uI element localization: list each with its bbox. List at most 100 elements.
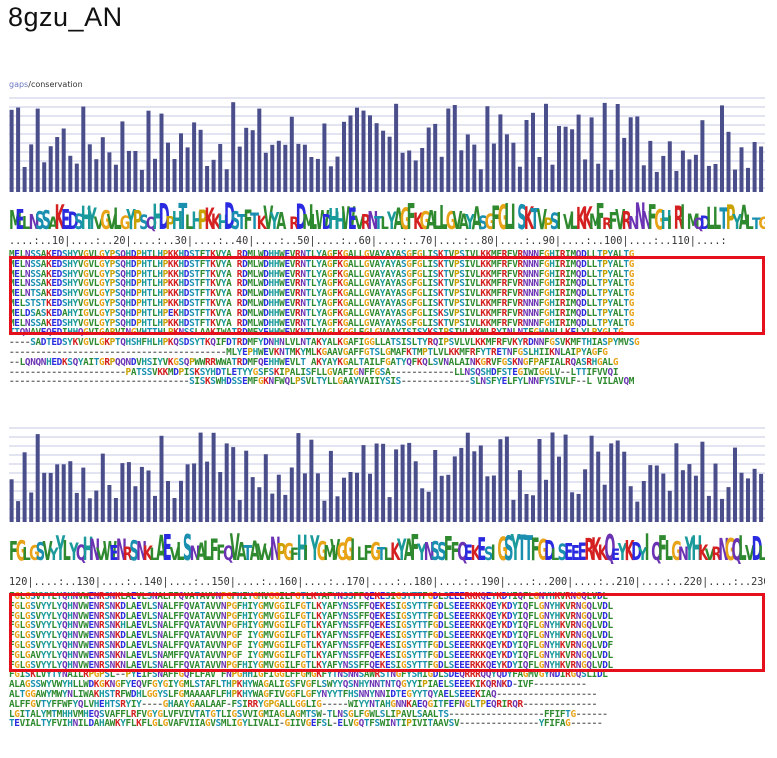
conservation-bar — [387, 136, 392, 192]
logo-letter: Y — [617, 540, 627, 564]
conservation-bar — [126, 462, 131, 522]
logo-letter: T — [377, 544, 386, 564]
conservation-bar — [289, 467, 294, 522]
conservation-bar — [511, 142, 516, 192]
conservation-bar — [74, 163, 79, 192]
logo-letter: Q — [457, 537, 468, 564]
logo-letter: P — [726, 199, 736, 233]
panel-header: gaps/conservation — [9, 80, 83, 89]
conservation-bar — [153, 495, 157, 522]
logo-letter: Y — [386, 207, 397, 233]
conservation-bar — [283, 144, 288, 192]
logo-letter: A — [404, 534, 414, 564]
conservation-bar — [693, 475, 698, 522]
conservation-bar — [283, 494, 288, 522]
logo-letter: T — [250, 209, 259, 233]
logo-letter: L — [176, 537, 185, 564]
logo-letter: Y — [637, 544, 648, 564]
logo-letter: S — [431, 536, 440, 564]
conservation-bar — [720, 105, 724, 192]
logo-letter: S — [504, 528, 513, 564]
logo-letter: S — [139, 211, 148, 233]
logo-letter: N — [116, 534, 127, 564]
conservation-bar — [192, 122, 197, 192]
logo-letter: V — [257, 540, 268, 564]
sequence-row: MELNSSAKEDSHYVGVLGYPSQHDPHTLHPKKHDSTFTKV… — [9, 249, 635, 260]
conservation-bar — [35, 434, 40, 522]
logo-letter: L — [150, 544, 159, 564]
conservation-bar — [257, 108, 262, 192]
sequence-row: FGLGSVYYLYQHNVWENRSNKHLAEVLSNALFFQVATAVV… — [9, 620, 613, 632]
logo-letter: L — [22, 212, 30, 233]
conservation-bar — [713, 164, 718, 192]
conservation-bar — [446, 108, 451, 192]
logo-letter: R — [674, 199, 684, 233]
conservation-bar — [420, 148, 425, 192]
logo-letter: G — [498, 197, 509, 233]
logo-letter: R — [123, 542, 133, 564]
logo-letter: N — [29, 211, 40, 233]
logo-letter: Y — [684, 530, 694, 564]
logo-letter: F — [531, 531, 540, 564]
conservation-bar — [615, 440, 620, 522]
conservation-bar — [100, 137, 105, 192]
logo-letter: V — [230, 528, 240, 564]
conservation-bar — [498, 439, 503, 522]
logo-letter: G — [120, 211, 131, 233]
logo-letter: D — [224, 197, 235, 233]
conservation-bar — [94, 490, 99, 522]
conservation-bar — [120, 121, 125, 192]
logo-letter: S — [517, 197, 526, 233]
logo-letter: Y — [416, 540, 427, 564]
conservation-bar — [713, 463, 718, 522]
logo-letter: N — [641, 205, 652, 233]
logo-letter: V — [263, 543, 273, 564]
conservation-bar — [296, 143, 301, 192]
conservation-bar — [628, 117, 633, 192]
logo-letter: T — [178, 197, 187, 233]
conservation-bar — [720, 498, 724, 522]
conservation-bar — [550, 432, 555, 522]
logo-letter: V — [330, 535, 340, 564]
gaps-label: gaps — [9, 80, 29, 89]
logo-letter: W — [103, 536, 118, 564]
conservation-bar — [361, 110, 366, 192]
logo-letter: E — [109, 542, 118, 564]
logo-letter: D — [159, 197, 170, 233]
header-sep: / — [28, 80, 31, 89]
conservation-bar — [133, 151, 138, 192]
logo-letter: I — [511, 198, 516, 233]
conservation-bar — [400, 444, 405, 522]
logo-letter: L — [504, 197, 512, 233]
logo-letter: K — [205, 203, 216, 233]
conservation-bar — [146, 470, 151, 522]
logo-letter: K — [698, 542, 709, 564]
logo-letter: V — [452, 206, 463, 233]
logo-letter: V — [43, 536, 53, 564]
conservation-bar — [537, 439, 542, 522]
conservation-bar — [205, 461, 210, 522]
conservation-bar — [355, 107, 359, 192]
sequence-row: MELNTSAKEDSHYVGVLGYPSQHDPHTLHPKKHDSTFTKV… — [9, 288, 635, 300]
conservation-bar — [315, 473, 320, 522]
logo-letter: P — [543, 215, 553, 233]
logo-letter: H — [83, 530, 94, 564]
logo-letter: N — [635, 197, 646, 233]
logo-letter: D — [68, 207, 79, 233]
logo-letter: N — [89, 534, 100, 564]
conservation-bar — [674, 171, 679, 192]
conservation-bar — [446, 474, 451, 522]
conservation-bar — [172, 498, 177, 522]
conservation-bar — [733, 447, 737, 522]
conservation-bar — [179, 133, 183, 192]
logo-letter: K — [524, 200, 535, 233]
conservation-bar — [29, 492, 34, 522]
conservation-bar — [517, 166, 522, 192]
conservation-bar — [583, 469, 588, 522]
logo-letter: F — [648, 199, 657, 233]
logo-letter: L — [357, 543, 365, 564]
conservation-bar — [381, 443, 386, 522]
logo-letter: K — [55, 199, 66, 233]
conservation-bar — [42, 162, 47, 192]
logo-letter: S — [129, 536, 138, 564]
